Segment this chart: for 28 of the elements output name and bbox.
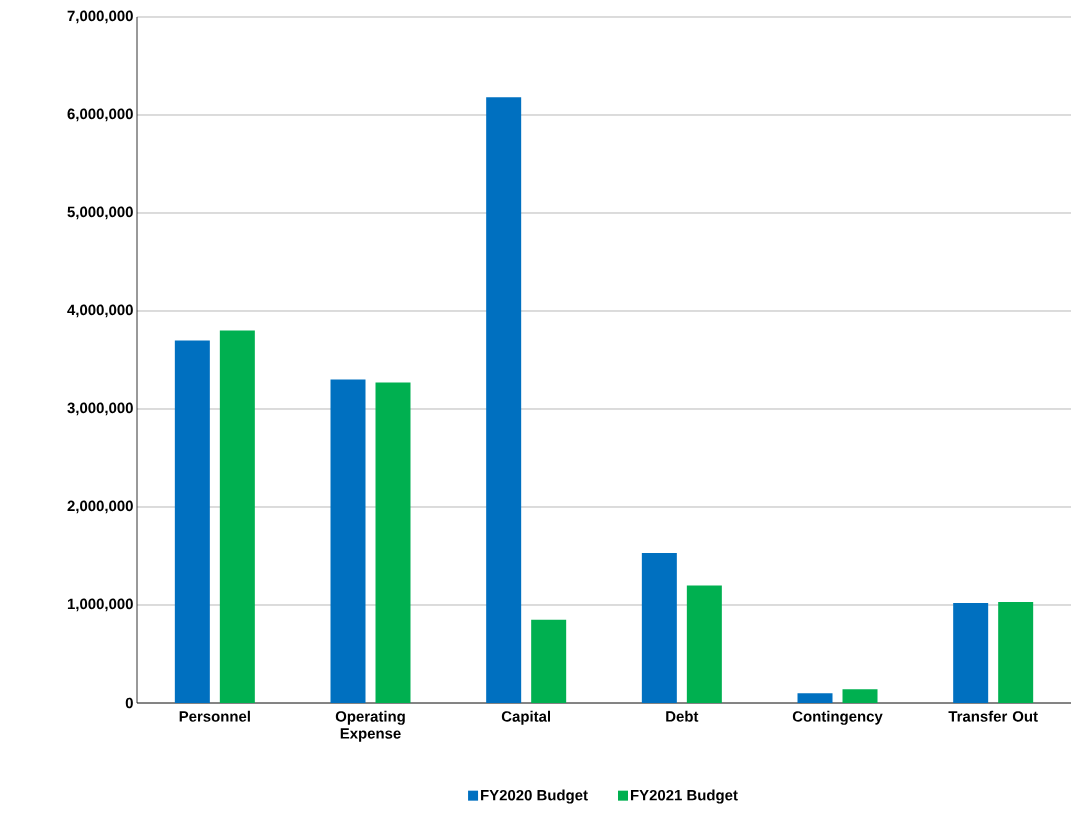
- bar: [174, 340, 210, 703]
- bar: [998, 602, 1034, 703]
- x-tick-label: Contingency: [792, 710, 883, 725]
- x-tick-label: Capital: [501, 710, 551, 725]
- x-tick-label: Personnel: [179, 710, 250, 722]
- bar: [842, 689, 878, 703]
- bar: [219, 330, 255, 703]
- x-tick-label: Transfer Out: [948, 710, 1038, 722]
- bar: [531, 619, 567, 703]
- x-tick-label: Operating Expense: [335, 710, 405, 742]
- bar: [641, 553, 677, 703]
- legend-label: FY2021 Budget: [631, 789, 738, 804]
- bar: [486, 97, 522, 703]
- y-tick-label: 6,000,000: [67, 108, 133, 122]
- bar: [953, 603, 989, 703]
- y-tick-label: 3,000,000: [67, 402, 133, 416]
- y-tick-label: 5,000,000: [67, 206, 133, 220]
- y-tick-label: 4,000,000: [67, 304, 133, 318]
- y-tick-label: 1,000,000: [67, 598, 133, 612]
- bar: [330, 379, 366, 703]
- bar: [686, 585, 722, 703]
- bar: [797, 693, 833, 703]
- legend-label: FY2020 Budget: [481, 789, 588, 804]
- y-tick-label: 2,000,000: [67, 500, 133, 514]
- y-tick-label: 0: [125, 697, 133, 709]
- x-tick-label: Debt: [666, 710, 699, 722]
- y-tick-label: 7,000,000: [67, 10, 133, 24]
- bar: [375, 382, 411, 703]
